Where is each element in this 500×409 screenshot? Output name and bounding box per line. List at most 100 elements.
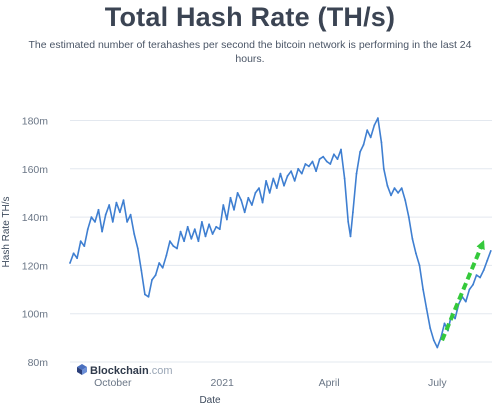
data-point [297,167,300,170]
data-point [366,129,369,132]
data-point [69,262,71,264]
data-point [472,283,474,286]
data-point [315,170,317,173]
data-point [283,184,285,187]
chart-title: Total Hash Rate (TH/s) [104,2,396,32]
data-point [486,259,489,262]
data-point [454,317,456,320]
data-point [411,237,414,240]
data-point [489,250,492,252]
data-point [204,235,207,238]
data-point [254,192,257,194]
data-point [275,187,278,190]
series-line [69,117,492,349]
data-point [218,228,221,231]
data-point [325,160,328,163]
data-point [362,143,365,146]
data-point [76,257,78,260]
data-point [144,293,146,296]
data-point [286,175,289,177]
data-point [318,158,321,161]
data-point [233,208,235,211]
data-point [83,245,86,248]
data-point [464,300,467,303]
svg-text:Blockchain.com: Blockchain.com [90,365,173,377]
series-layer [69,117,492,349]
data-point [104,213,107,216]
data-point [243,211,246,214]
data-point [279,172,282,175]
y-tick-label: 180m [22,116,49,128]
data-point [169,240,171,243]
data-point [151,279,153,281]
data-point [340,148,342,151]
data-point [336,158,339,161]
data-point [407,216,410,219]
data-point [97,208,100,211]
data-point [208,223,211,226]
data-point [308,165,310,168]
data-point [290,170,292,173]
data-point [300,172,303,175]
data-point [158,262,161,264]
data-point [293,180,296,182]
data-point [161,266,164,269]
chart-subtitle: The estimated number of terahashes per s… [28,39,472,65]
data-point [422,288,424,291]
data-point [322,155,325,158]
blockchain-logo-icon [77,364,87,375]
data-point [229,196,232,199]
x-axis-ticks: October 2021 April July [94,377,447,389]
data-point [373,124,376,127]
data-point [382,167,385,170]
data-point [176,247,178,250]
data-point [236,192,239,194]
data-point [190,237,193,240]
data-point [197,240,200,243]
data-point [90,216,93,219]
data-point [72,252,75,255]
y-tick-label: 100m [22,309,49,321]
data-point [386,184,389,187]
data-point [429,327,432,330]
data-point [304,163,307,165]
data-point [172,245,175,248]
data-point [475,274,478,276]
data-point [147,295,150,298]
data-point [432,339,435,342]
data-point [443,322,446,325]
data-point [268,192,271,194]
data-point [355,172,358,175]
data-point [79,240,82,243]
data-point [94,221,96,223]
data-point [393,187,396,190]
data-point [101,230,103,233]
y-axis-ticks: 80m 100m 120m 140m 160m 180m [22,116,49,370]
trend-arrow [440,240,485,342]
x-tick-label: 2021 [211,377,235,389]
y-tick-label: 140m [22,212,49,224]
data-point [415,252,417,255]
data-point [215,225,218,228]
data-point [119,211,121,214]
data-point [258,187,260,190]
data-point [468,288,471,291]
data-point [140,269,143,272]
data-point [261,201,264,204]
data-point [136,247,139,250]
data-point [193,228,196,231]
x-tick-label: April [319,377,340,389]
data-point [380,141,383,144]
data-point [349,235,352,238]
data-point [108,204,111,206]
annotation-layer [440,240,485,342]
data-point [418,264,421,267]
data-point [247,196,250,199]
data-point [329,163,332,165]
data-point [377,117,379,119]
data-point [222,204,225,206]
data-point [400,187,403,190]
data-point [133,233,136,235]
data-point [482,269,485,272]
